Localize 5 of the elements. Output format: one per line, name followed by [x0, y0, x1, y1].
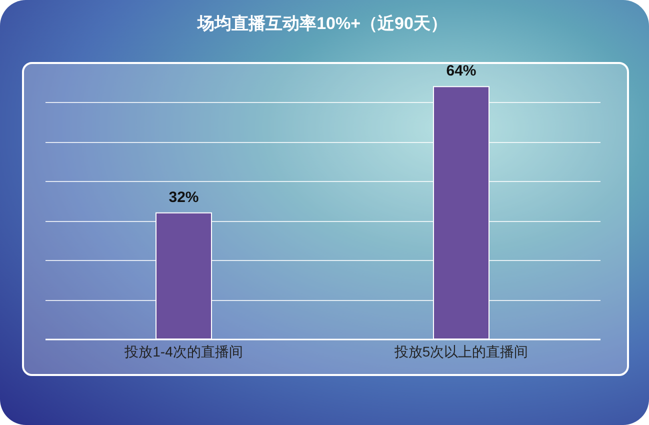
data-label: 32% [168, 188, 199, 206]
x-tick-label: 投放1-4次的直播间 [124, 344, 243, 360]
data-label: 64% [446, 62, 476, 80]
x-tick-label: 投放5次以上的直播间 [393, 344, 528, 360]
chart-title: 场均直播互动率10%+（近90天） [196, 14, 448, 33]
